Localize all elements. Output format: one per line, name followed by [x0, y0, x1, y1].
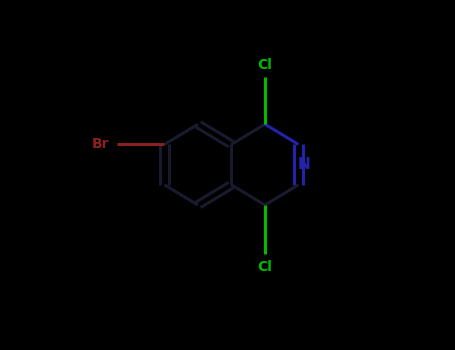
Text: Cl: Cl: [258, 58, 273, 72]
Text: N: N: [297, 157, 310, 172]
Text: Br: Br: [91, 138, 109, 152]
Text: Cl: Cl: [258, 260, 273, 274]
